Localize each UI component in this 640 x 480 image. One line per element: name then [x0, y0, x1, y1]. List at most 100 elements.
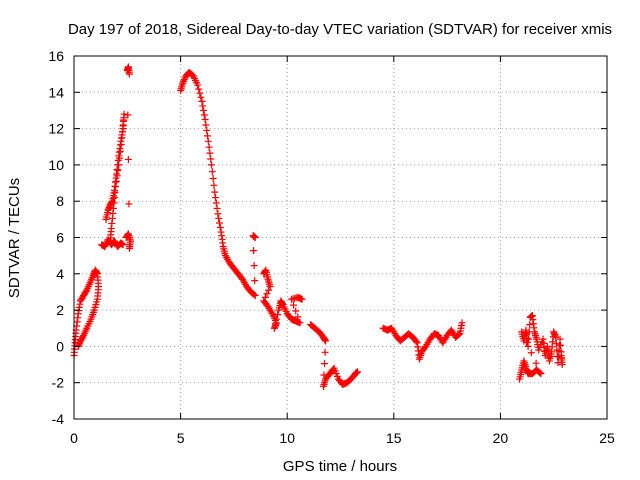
series-arc-2: [98, 235, 127, 251]
data-point: [321, 348, 329, 356]
data-point: [200, 111, 208, 119]
data-point: [321, 360, 329, 368]
y-tick-label: 8: [56, 193, 64, 209]
data-point: [274, 311, 282, 319]
data-point: [211, 188, 219, 196]
data-point: [552, 333, 560, 341]
data-point: [556, 335, 564, 343]
y-tick-label: 0: [56, 338, 64, 354]
grid-lines: [74, 56, 607, 419]
data-point: [195, 85, 203, 93]
data-point: [265, 286, 273, 294]
data-point: [290, 301, 298, 309]
y-tick-label: -4: [52, 411, 65, 427]
data-point: [205, 143, 213, 151]
data-point: [125, 200, 133, 208]
data-point: [82, 287, 90, 295]
data-point: [125, 244, 133, 252]
data-point: [266, 283, 274, 291]
axis-ticks: 0 5 10 15 20 25 -4 -2 0 2 4 6 8 10 12 14 16: [48, 48, 615, 446]
data-point: [124, 111, 132, 119]
data-point: [524, 342, 532, 350]
data-point: [212, 194, 220, 202]
data-point: [537, 370, 545, 378]
y-tick-label: 14: [48, 84, 64, 100]
data-point: [298, 295, 306, 303]
data-point: [204, 132, 212, 140]
series-arc-8: [379, 319, 466, 363]
data-point: [207, 155, 215, 163]
data-point: [552, 340, 560, 348]
data-point: [119, 241, 127, 249]
data-point: [250, 247, 258, 255]
data-point: [557, 341, 565, 349]
data-point: [251, 234, 259, 241]
data-point: [115, 161, 123, 169]
data-point: [292, 307, 300, 315]
data-point: [210, 181, 218, 189]
y-tick-label: -2: [52, 375, 65, 391]
data-point: [296, 319, 304, 327]
data-point: [116, 154, 124, 162]
data-point: [527, 349, 535, 357]
y-axis-label: SDTVAR / TECUs: [6, 178, 23, 298]
data-point: [200, 106, 208, 114]
x-axis-label: GPS time / hours: [283, 458, 397, 475]
data-point: [209, 175, 217, 183]
data-point: [114, 166, 122, 174]
data-point: [196, 89, 204, 97]
data-point: [116, 147, 124, 155]
series-arc-6: [260, 266, 306, 332]
series-arc-4: [122, 63, 134, 252]
data-point: [199, 102, 207, 110]
data-point: [119, 122, 127, 130]
data-point: [294, 313, 302, 321]
data-points: [70, 63, 566, 390]
data-point: [120, 110, 128, 118]
series-arc-5: [177, 68, 259, 300]
data-point: [198, 97, 206, 105]
data-point: [203, 126, 211, 134]
data-point: [214, 210, 222, 218]
data-point: [216, 219, 224, 227]
data-point: [251, 277, 259, 285]
data-point: [113, 172, 121, 180]
data-point: [197, 93, 205, 101]
series-arc-9: [516, 312, 566, 383]
data-point: [250, 262, 258, 270]
x-tick-label: 5: [177, 430, 185, 446]
data-point: [525, 335, 533, 343]
data-point: [322, 337, 330, 345]
x-tick-label: 10: [279, 430, 295, 446]
data-point: [201, 116, 209, 124]
data-point: [119, 128, 127, 136]
data-point: [120, 116, 128, 124]
data-point: [412, 337, 420, 345]
data-point: [202, 121, 210, 129]
data-point: [117, 140, 125, 148]
y-tick-label: 12: [48, 121, 64, 137]
y-tick-label: 10: [48, 157, 64, 173]
data-point: [204, 137, 212, 145]
x-tick-label: 0: [70, 430, 78, 446]
data-point: [532, 359, 540, 367]
data-point: [526, 321, 534, 329]
data-point: [250, 291, 258, 299]
data-point: [458, 319, 466, 327]
series-arc-7: [307, 321, 362, 390]
y-tick-label: 16: [48, 48, 64, 64]
data-point: [208, 161, 216, 169]
data-point: [271, 320, 279, 328]
data-point: [125, 70, 133, 78]
x-tick-label: 25: [599, 430, 615, 446]
data-point: [263, 290, 271, 298]
data-point: [194, 81, 202, 89]
data-point: [216, 224, 224, 232]
y-tick-label: 2: [56, 302, 64, 318]
data-point: [118, 134, 126, 142]
x-tick-label: 20: [493, 430, 509, 446]
chart-title: Day 197 of 2018, Sidereal Day-to-day VTE…: [68, 21, 612, 38]
data-point: [270, 324, 278, 332]
data-point: [208, 168, 216, 176]
